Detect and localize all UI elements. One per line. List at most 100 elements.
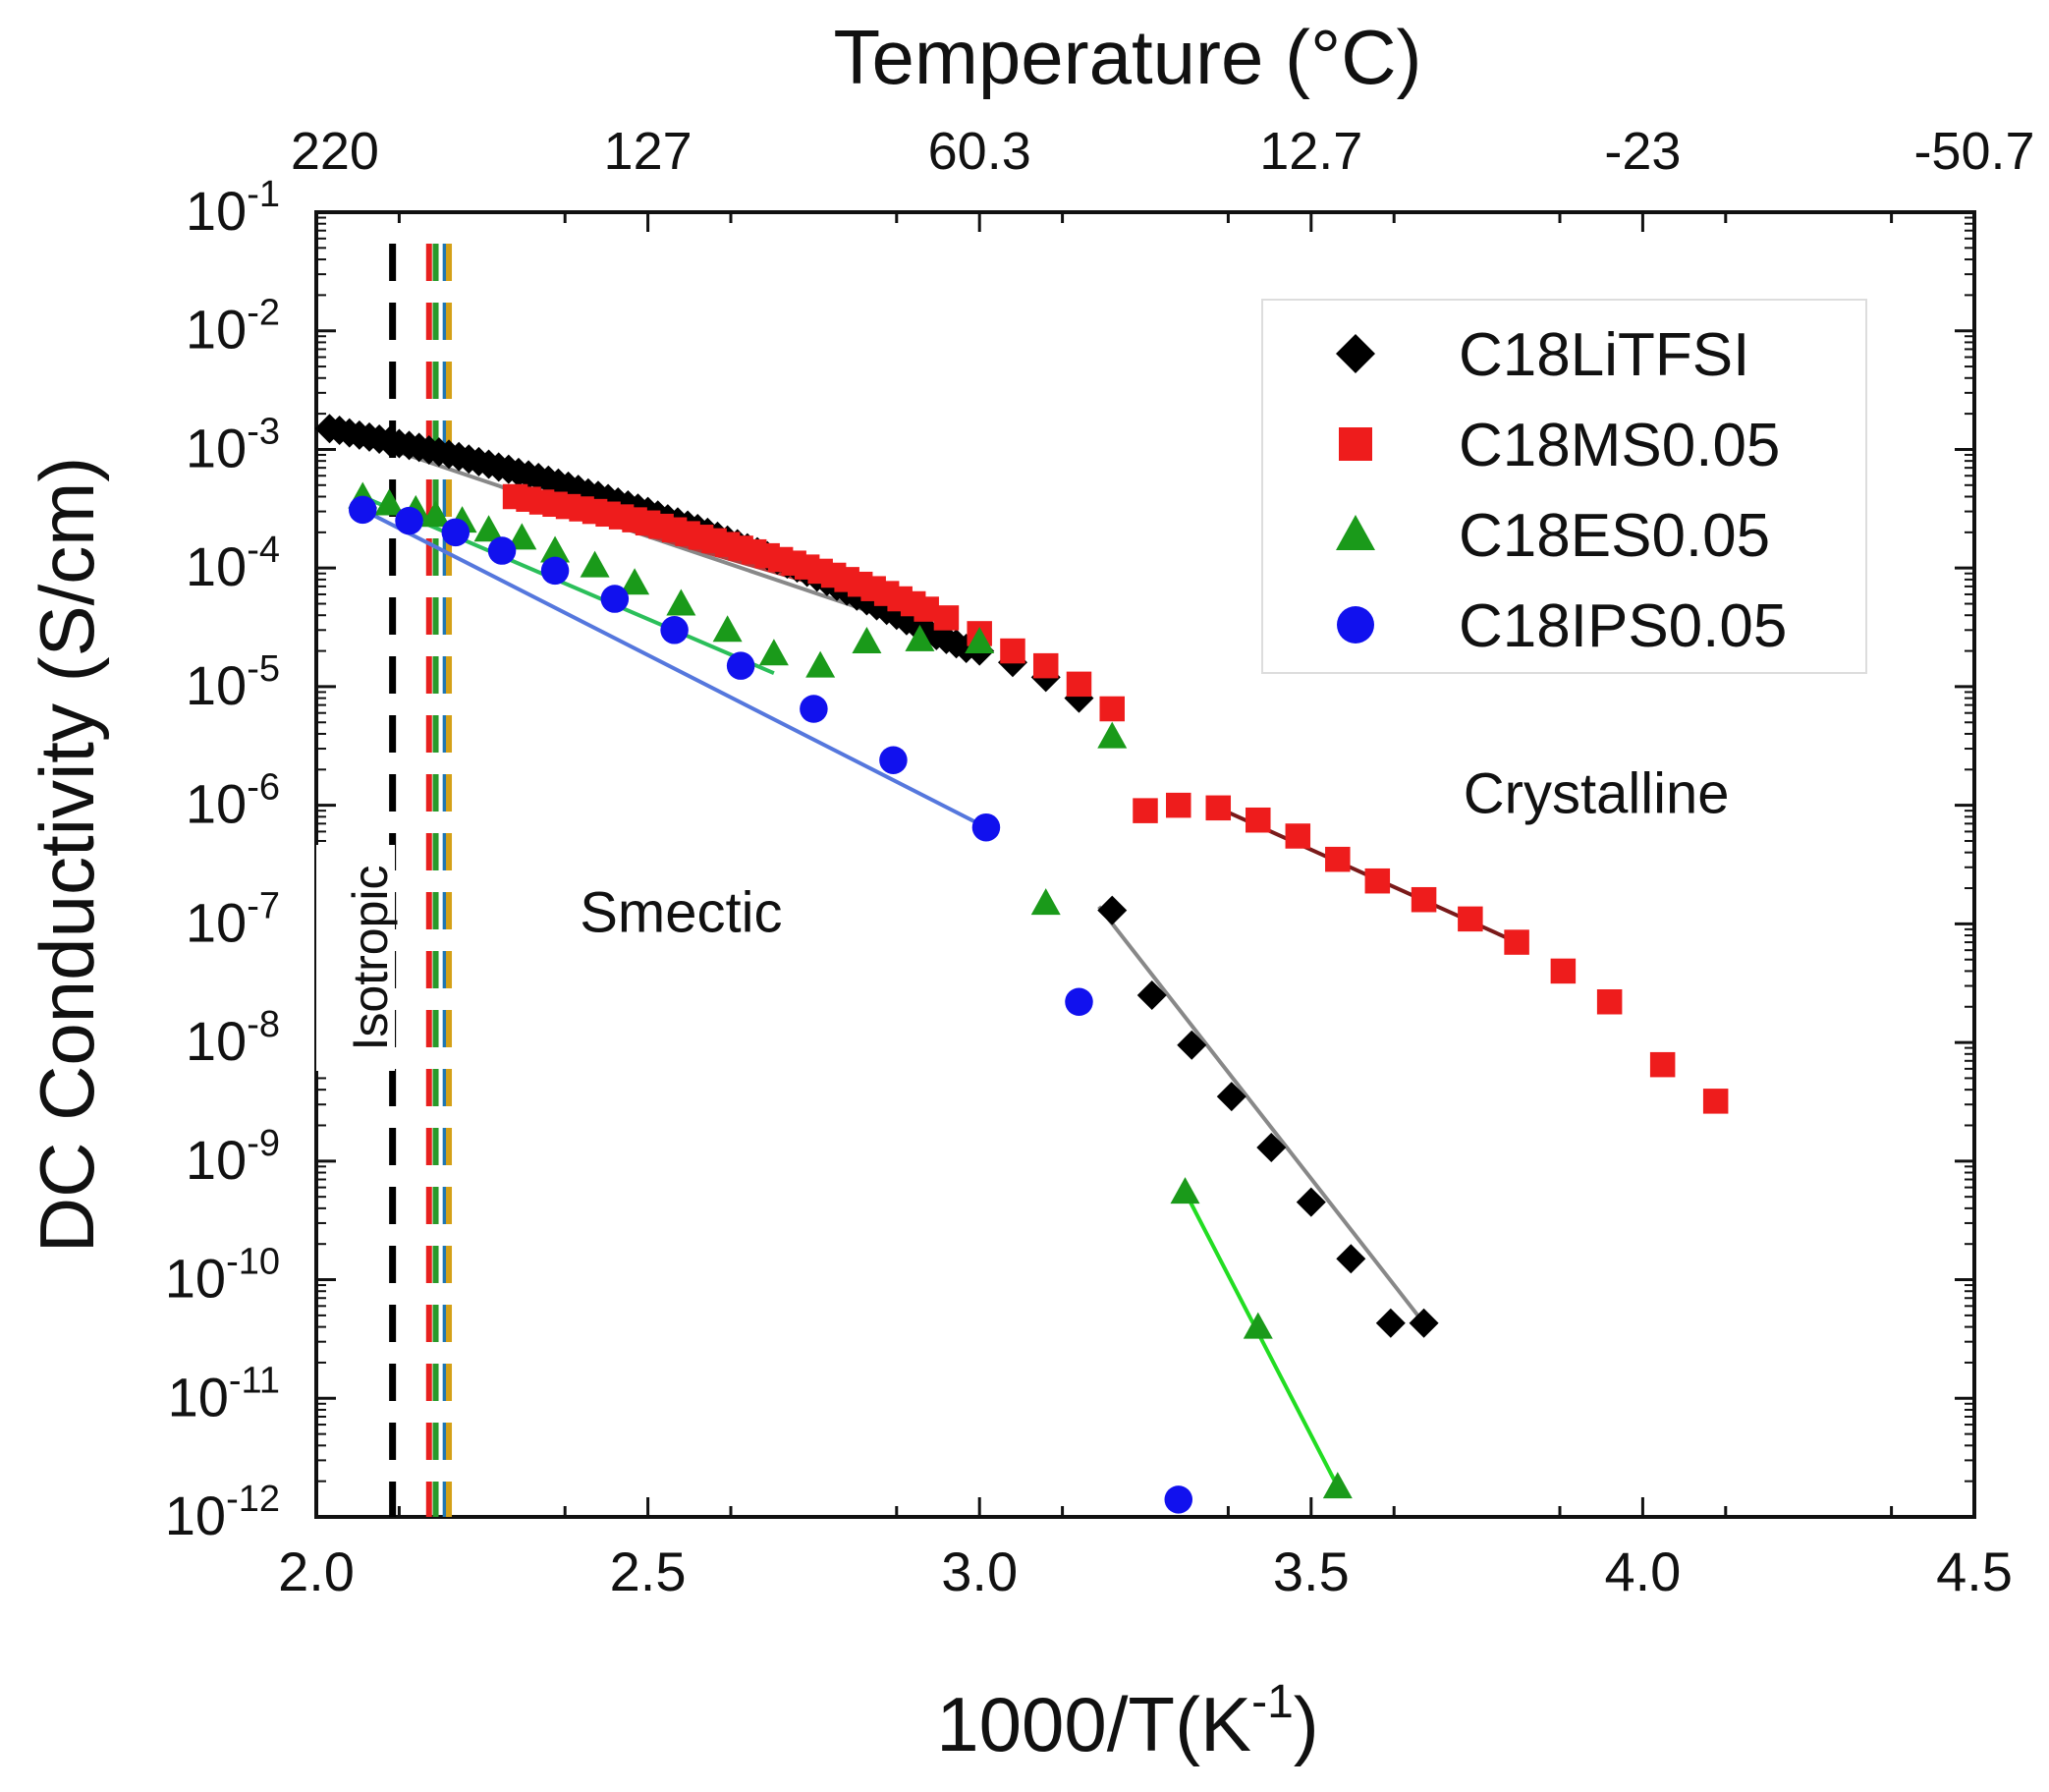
fit-line	[1097, 905, 1426, 1325]
data-point-square	[1504, 929, 1529, 955]
x-tick-label: 4.0	[1604, 1540, 1681, 1602]
region-label-isotropic: Isotropic	[343, 866, 398, 1051]
y-tick-labels: 10-1 10-2 10-3 10-4 10-5 10-6 10-7 10-8 10-9 10-1…	[165, 174, 280, 1546]
x-tick-label: 2.5	[610, 1540, 687, 1602]
data-point-triangle	[540, 535, 571, 563]
data-point-square	[1325, 846, 1351, 872]
y-tick-label: 10-4	[186, 530, 280, 597]
data-point-diamond	[1409, 1308, 1439, 1338]
data-point-triangle	[852, 627, 882, 654]
data-point-circle	[395, 506, 423, 535]
data-point-diamond	[1296, 1187, 1326, 1217]
x-tick-label: 3.0	[941, 1540, 1018, 1602]
data-point-triangle	[758, 639, 789, 666]
x-tick-labels: 2.0 2.5 3.0 3.5 4.0 4.5	[278, 1540, 2013, 1602]
y-tick-label: 10-6	[186, 767, 280, 835]
data-point-triangle	[1170, 1177, 1200, 1204]
data-point-circle	[487, 536, 517, 565]
top-tick-label: 60.3	[928, 122, 1031, 181]
data-point-diamond	[1177, 1030, 1207, 1060]
data-point-triangle	[580, 550, 610, 578]
data-point-square	[1166, 792, 1191, 818]
data-point-square	[1364, 868, 1391, 894]
data-point-circle	[1065, 987, 1093, 1017]
series-c18es0-05	[348, 481, 1353, 1499]
data-point-circle	[600, 585, 630, 613]
top-tick-label: 127	[604, 122, 692, 181]
data-point-triangle	[374, 488, 405, 516]
series-markers	[314, 414, 1729, 1514]
data-point-circle	[971, 812, 1001, 842]
y-tick-label: 10-10	[165, 1242, 280, 1310]
legend-label: C18MS0.05	[1459, 412, 1780, 479]
data-point-square	[1246, 807, 1271, 833]
y-tick-label: 10-2	[186, 293, 280, 361]
data-point-diamond	[1097, 895, 1128, 925]
legend-label: C18LiTFSI	[1459, 321, 1749, 389]
top-tick-label: 220	[291, 122, 379, 181]
data-point-triangle	[507, 523, 537, 550]
data-point-circle	[800, 695, 828, 723]
x-tick-label: 4.5	[1936, 1540, 2013, 1602]
y-axis-title: DC Conductivity (S/cm)	[24, 457, 110, 1253]
fit-line	[361, 508, 987, 830]
series-c18ms0-05	[502, 483, 1729, 1114]
data-point-square	[1702, 1089, 1729, 1114]
data-point-circle	[441, 518, 471, 547]
data-point-diamond	[1216, 1082, 1246, 1112]
data-point-circle	[726, 651, 755, 680]
data-point-triangle	[620, 568, 650, 595]
x-tick-label: 3.5	[1273, 1540, 1350, 1602]
y-tick-label: 10-5	[186, 648, 280, 716]
x-axis-title-base: 1000/T(K	[936, 1681, 1251, 1767]
data-point-square	[1411, 886, 1437, 913]
isotropic-label-background	[316, 845, 395, 1071]
legend-label: C18ES0.05	[1459, 502, 1770, 570]
data-point-square	[1099, 696, 1125, 722]
data-point-triangle	[905, 624, 935, 651]
data-point-circle	[349, 495, 377, 525]
data-point-triangle	[1030, 888, 1061, 916]
y-tick-label: 10-7	[186, 885, 280, 953]
top-tick-label: 12.7	[1259, 122, 1362, 181]
data-point-triangle	[420, 500, 451, 528]
y-tick-label: 10-1	[186, 174, 280, 242]
data-point-circle	[540, 556, 570, 586]
x-axis-title-tail: )	[1294, 1681, 1319, 1767]
legend-label: C18IPS0.05	[1459, 592, 1787, 660]
x-axis-title-sup: -1	[1251, 1676, 1294, 1728]
data-point-diamond	[1256, 1133, 1287, 1163]
data-point-square	[1000, 638, 1025, 664]
legend: C18LiTFSI C18MS0.05 C18ES0.05 C18IPS0.05	[1261, 299, 1867, 674]
data-point-square	[1649, 1051, 1676, 1078]
region-label-crystalline: Crystalline	[1464, 762, 1730, 826]
data-point-circle	[660, 616, 689, 644]
data-point-square	[933, 605, 960, 631]
data-point-square	[1133, 798, 1158, 823]
data-point-circle	[1337, 606, 1374, 644]
y-tick-label: 10-12	[165, 1479, 280, 1546]
data-point-square	[1032, 652, 1059, 679]
data-point-square	[1458, 906, 1483, 932]
y-tick-label: 10-11	[168, 1360, 280, 1428]
annotations: Isotropic Smectic Crystalline	[316, 762, 1730, 1071]
data-point-triangle	[473, 515, 504, 542]
data-point-diamond	[1136, 980, 1167, 1011]
series-c18ips0-05	[349, 495, 1193, 1514]
top-axis-title: Temperature (°C)	[833, 14, 1421, 100]
data-point-square	[1550, 958, 1577, 984]
data-point-triangle	[1336, 515, 1375, 550]
y-tick-label: 10-8	[186, 1004, 280, 1072]
data-point-triangle	[965, 627, 995, 654]
fit-line	[1183, 1191, 1340, 1488]
data-point-square	[1285, 823, 1311, 849]
data-point-diamond	[1336, 334, 1375, 373]
top-tick-label: -23	[1604, 122, 1681, 181]
data-point-triangle	[1243, 1312, 1273, 1339]
y-tick-label: 10-9	[186, 1123, 280, 1191]
data-point-circle	[879, 746, 908, 774]
y-tick-label: 10-3	[186, 411, 280, 478]
data-point-triangle	[666, 588, 696, 616]
data-point-triangle	[1322, 1472, 1353, 1499]
data-point-triangle	[1097, 721, 1128, 749]
